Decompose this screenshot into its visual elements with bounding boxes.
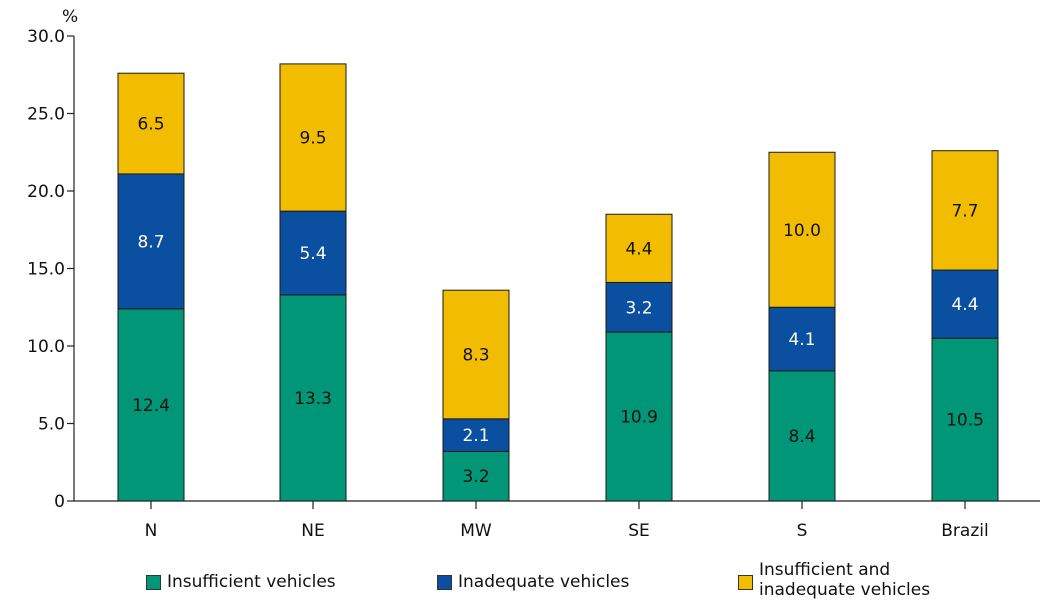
bars: 12.4 8.7 6.5 13.3 5.4 9.5 3.2 2.1 8.3 10.9 3.2 4.4 8…	[117, 63, 999, 502]
legend-item-inadequate: Inadequate vehicles	[437, 572, 629, 592]
data-label: 4.4	[951, 295, 978, 315]
data-label: 3.2	[625, 298, 652, 318]
x-category-label: Brazil	[941, 521, 988, 541]
bar-segment	[279, 210, 347, 296]
legend-swatch-insufficient-and-inadequate	[738, 575, 753, 590]
bar-segment	[117, 308, 185, 502]
y-tick-label: 30.0	[27, 27, 65, 47]
data-label: 3.2	[462, 467, 489, 487]
data-label: 10.5	[946, 411, 984, 431]
x-category-label: S	[797, 521, 808, 541]
bar-segment	[442, 418, 510, 452]
data-label: 7.7	[951, 201, 978, 221]
legend: Insufficient vehicles Inadequate vehicle…	[0, 558, 1053, 610]
bar-segment	[117, 72, 185, 175]
legend-swatch-insufficient	[146, 575, 161, 590]
bar-segment	[931, 150, 999, 271]
y-axis-unit: %	[62, 7, 78, 27]
bar-segment	[768, 151, 836, 308]
legend-swatch-inadequate	[437, 575, 452, 590]
data-label: 13.3	[294, 389, 332, 409]
legend-item-insufficient-and-inadequate: Insufficient and inadequate vehicles	[738, 560, 930, 600]
data-label: 8.4	[788, 427, 815, 447]
x-category-label: NE	[301, 521, 324, 541]
data-label: 8.7	[137, 232, 164, 252]
legend-label-inadequate: Inadequate vehicles	[458, 572, 630, 592]
data-label: 4.4	[625, 239, 652, 259]
data-label: 12.4	[132, 396, 170, 416]
x-category-label: MW	[460, 521, 492, 541]
y-tick-label: 15.0	[27, 260, 65, 280]
data-label: 8.3	[462, 346, 489, 366]
data-label: 9.5	[299, 129, 326, 149]
data-label: 4.1	[788, 330, 815, 350]
y-tick-label: 5.0	[38, 415, 65, 435]
data-label: 5.4	[299, 244, 326, 264]
y-tick-label: 0	[54, 492, 65, 512]
x-category-label: N	[145, 521, 158, 541]
y-tick-label: 20.0	[27, 182, 65, 202]
bar-segment	[768, 306, 836, 372]
legend-label-insufficient-and-inadequate: Insufficient and inadequate vehicles	[759, 560, 931, 600]
y-tick-label: 25.0	[27, 105, 65, 125]
legend-item-insufficient: Insufficient vehicles	[146, 572, 336, 592]
x-category-label: SE	[628, 521, 650, 541]
bar-segment	[605, 331, 673, 502]
bar-segment	[605, 213, 673, 283]
bar-segment	[768, 370, 836, 502]
bar-segment	[279, 63, 347, 212]
bar-segment	[931, 337, 999, 502]
data-label: 10.0	[783, 221, 821, 241]
data-label: 2.1	[462, 426, 489, 446]
data-label: 6.5	[137, 115, 164, 135]
y-axis-ticks: 0 5.0 10.0 15.0 20.0 25.0 30.0	[27, 27, 74, 512]
bar-segment	[931, 269, 999, 339]
bar-segment	[442, 289, 510, 420]
x-axis-labels: N NE MW SE S Brazil	[145, 501, 989, 541]
bar-segment	[117, 173, 185, 310]
legend-label-insufficient: Insufficient vehicles	[167, 572, 336, 592]
y-tick-label: 10.0	[27, 337, 65, 357]
data-label: 10.9	[620, 408, 658, 428]
